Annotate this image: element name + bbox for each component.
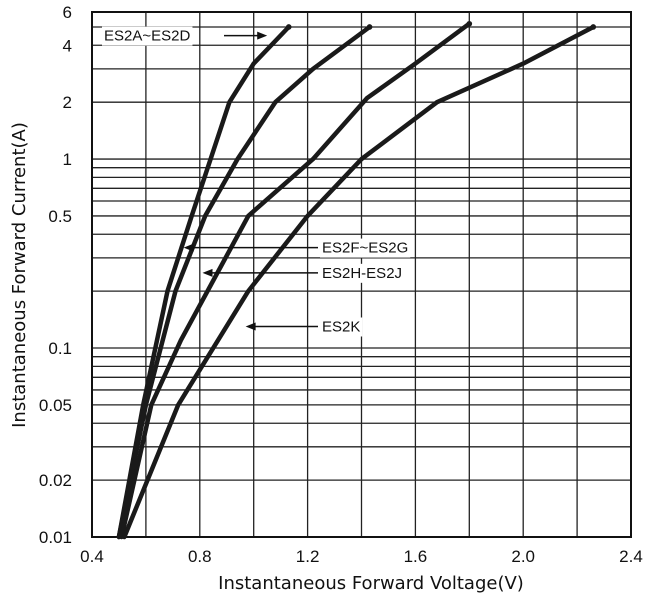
x-tick-label: 0.4 [80,547,104,566]
y-tick-labels: 0.01 0.02 0.05 0.1 0.5 1 2 4 6 [39,3,72,547]
arrowhead [183,243,194,252]
y-tick-label: 2 [63,93,72,112]
x-tick-label: 0.8 [188,547,212,566]
series-line-0 [116,24,291,540]
series-end-dot [590,24,597,30]
x-tick-labels: 0.4 0.8 1.2 1.6 2.0 2.4 [80,547,643,566]
y-tick-label: 0.01 [39,528,72,547]
series-end-dot [366,24,373,30]
annotation-label: ES2A~ES2D [104,28,190,45]
y-tick-label: 0.5 [48,207,72,226]
series-end-dot [466,20,473,27]
annotation-label: ES2F~ES2G [322,240,408,257]
arrowhead [202,268,213,277]
x-tick-label: 2.0 [511,547,535,566]
arrowhead [257,31,268,40]
annotation-label-bg [320,317,363,337]
x-tick-label: 2.4 [619,547,643,566]
arrowhead [245,322,256,331]
y-tick-label: 0.1 [48,339,72,358]
annotation-0: ES2A~ES2D [102,26,268,46]
series-line-3 [122,24,596,540]
annotation-label-bg [320,263,405,283]
y-tick-label: 1 [63,150,72,169]
x-tick-label: 1.2 [296,547,320,566]
annotation-label: ES2K [322,318,360,335]
annotation-3: ES2K [245,317,363,337]
series-lines [116,20,597,540]
y-axis-label: Instantaneous Forward Current(A) [9,122,30,428]
series-line-2 [119,21,472,540]
y-tick-label: 4 [63,36,72,55]
series-line-1 [116,24,372,540]
y-tick-label: 6 [63,3,72,22]
series-end-dot [285,24,292,30]
x-tick-label: 1.6 [404,547,428,566]
annotation-label-bg [102,26,193,46]
y-tick-label: 0.05 [39,396,72,415]
plot-frame [91,11,632,538]
grid [92,12,631,537]
annotations: ES2A~ES2D ES2F~ES2G ES2H-ES2J ES2K [102,26,411,337]
annotation-1: ES2F~ES2G [183,238,411,258]
annotation-2: ES2H-ES2J [202,263,405,283]
annotation-label: ES2H-ES2J [322,265,402,282]
annotation-label-bg [320,238,411,258]
x-axis-label: Instantaneous Forward Voltage(V) [218,573,524,594]
y-tick-label: 0.02 [39,471,72,490]
